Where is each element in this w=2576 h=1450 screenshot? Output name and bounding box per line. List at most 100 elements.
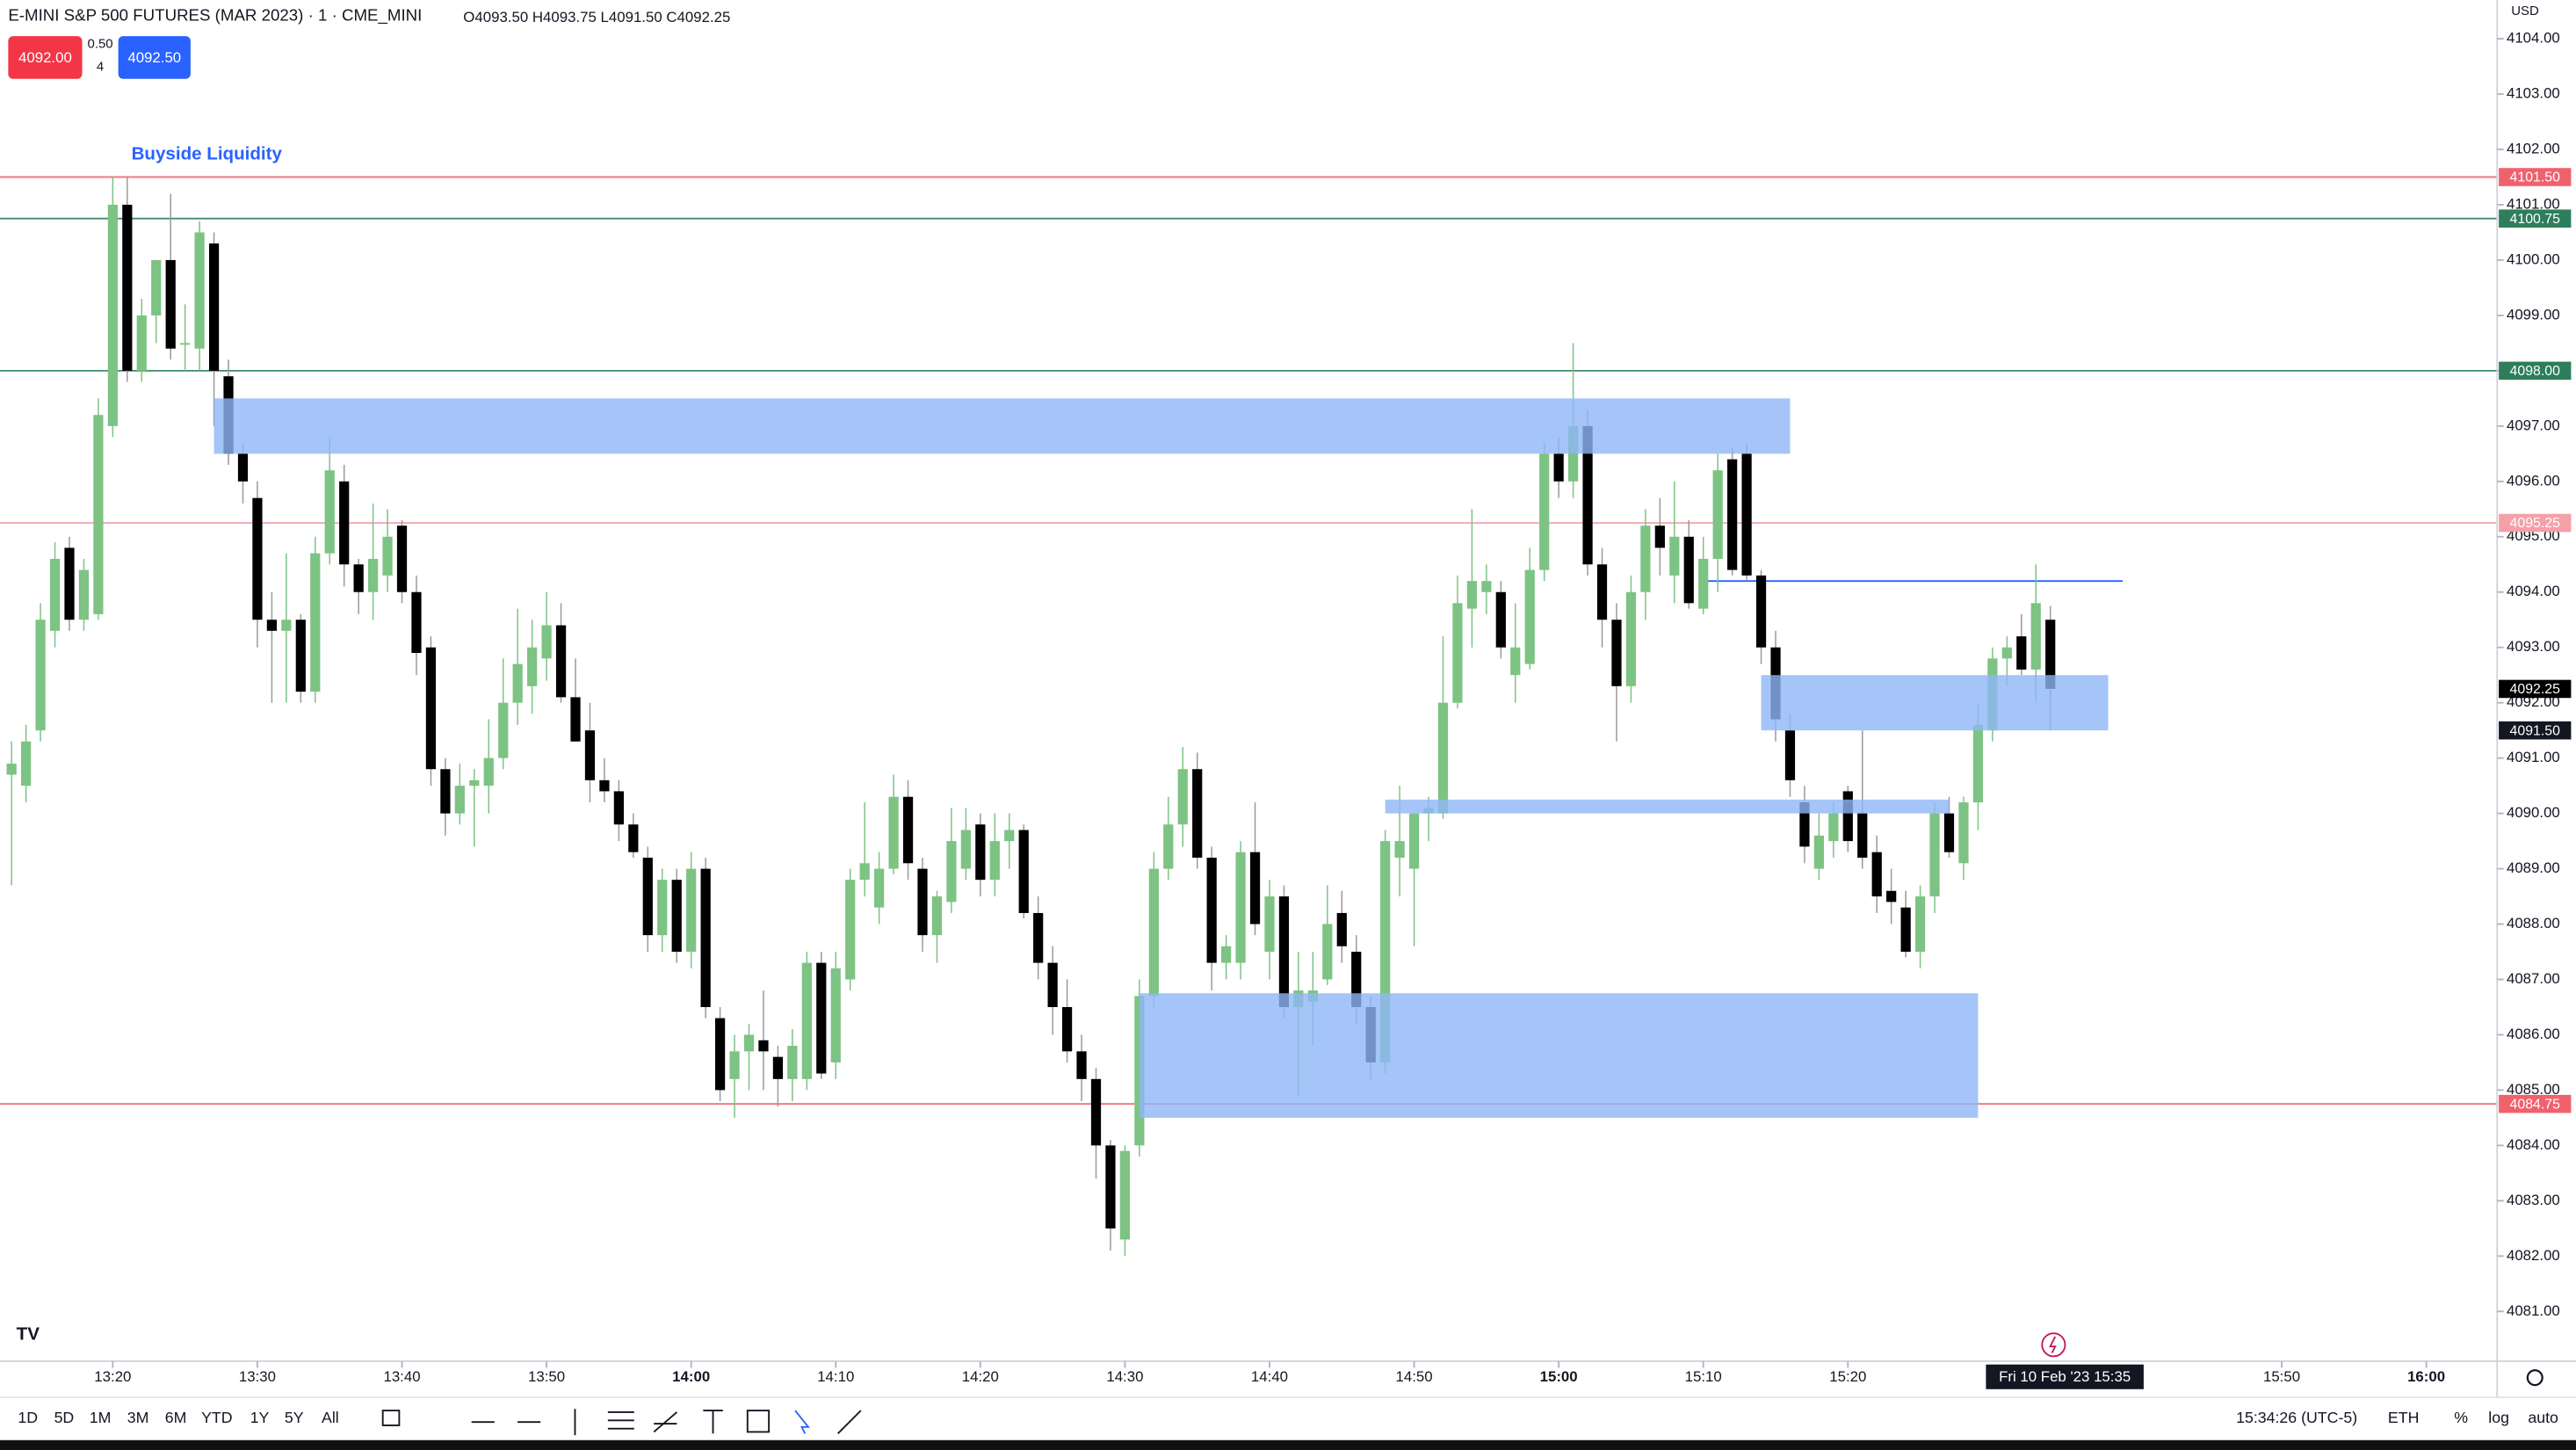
tool-icon[interactable] bbox=[794, 1410, 810, 1434]
price-label-box bbox=[2499, 209, 2572, 228]
candle-body bbox=[324, 470, 335, 554]
candle-body bbox=[1727, 459, 1738, 570]
candle-body bbox=[252, 497, 263, 620]
tool-icon[interactable] bbox=[653, 1411, 678, 1433]
candle-body bbox=[64, 547, 75, 620]
candle-body bbox=[1018, 830, 1029, 913]
clock[interactable]: 15:34:26 (UTC-5) bbox=[2236, 1409, 2357, 1426]
candle-body bbox=[1351, 952, 1362, 1007]
timeframe-button[interactable]: 1D bbox=[18, 1409, 38, 1426]
tool-icon[interactable] bbox=[746, 1410, 771, 1433]
candle-body bbox=[237, 453, 249, 482]
timeframe-button[interactable]: YTD bbox=[201, 1409, 232, 1426]
bottom-toolbar: 1D 5D 1M 3M 6M YTD 1Y 5Y All 15:34:26 (UTC-5) ETH%… bbox=[18, 1409, 2558, 1426]
session[interactable]: ETH bbox=[2388, 1409, 2419, 1426]
x-tick-label: 15:20 bbox=[1829, 1368, 1866, 1385]
candle-body bbox=[266, 620, 278, 631]
x-tick-label: 13:20 bbox=[94, 1368, 131, 1385]
timeframe-button[interactable]: 1M bbox=[90, 1409, 112, 1426]
y-tick-label: 4084.00 bbox=[2507, 1136, 2560, 1153]
price-label: 4100.75 bbox=[2510, 212, 2561, 227]
candle-body bbox=[35, 620, 46, 731]
candle-body bbox=[830, 968, 841, 1062]
timeframe-button[interactable]: 5D bbox=[54, 1409, 75, 1426]
x-tick-label: 14:00 bbox=[672, 1368, 710, 1385]
timeframe-button[interactable]: All bbox=[322, 1409, 339, 1426]
tool-icon[interactable] bbox=[703, 1410, 723, 1434]
candle-body bbox=[714, 1018, 726, 1091]
timeframe-button[interactable]: 1Y bbox=[250, 1409, 270, 1426]
timeframe-button[interactable]: 6M bbox=[165, 1409, 187, 1426]
zone bbox=[1761, 675, 2109, 731]
y-tick-label: 4088.00 bbox=[2507, 915, 2560, 932]
candle-body bbox=[1061, 1006, 1073, 1052]
tool-icon[interactable] bbox=[836, 1410, 862, 1434]
x-tick-label: 14:40 bbox=[1251, 1368, 1288, 1385]
candle-body bbox=[2045, 620, 2056, 689]
tool-icon[interactable] bbox=[381, 1410, 401, 1426]
candle-body bbox=[1582, 425, 1593, 565]
candle-body bbox=[1972, 724, 1984, 803]
x-tick-label: 15:50 bbox=[2263, 1368, 2300, 1385]
candle-body bbox=[1712, 470, 1723, 559]
candle-body bbox=[1828, 813, 1839, 842]
candle-body bbox=[743, 1034, 755, 1052]
candle-body bbox=[411, 591, 422, 654]
plot-area bbox=[0, 176, 2498, 1257]
candle-body bbox=[382, 536, 393, 576]
candle-body bbox=[989, 841, 1000, 881]
candle-body bbox=[498, 702, 509, 758]
timeframe-button[interactable]: 5Y bbox=[285, 1409, 304, 1426]
spread-count: 4 bbox=[97, 60, 104, 75]
buy-price[interactable]: 4092.50 bbox=[127, 49, 181, 66]
candle-body bbox=[931, 896, 943, 936]
annotation: Buyside Liquidity bbox=[132, 143, 283, 163]
candle-body bbox=[1004, 830, 1015, 842]
scale-option[interactable]: log bbox=[2488, 1409, 2509, 1426]
y-tick-label: 4091.00 bbox=[2507, 749, 2560, 765]
candle-body bbox=[845, 880, 856, 980]
x-tick-label: 16:00 bbox=[2407, 1368, 2445, 1385]
scale-option[interactable]: auto bbox=[2528, 1409, 2558, 1426]
candle-body bbox=[165, 259, 176, 349]
x-tick-label: 15:10 bbox=[1685, 1368, 1722, 1385]
candle-body bbox=[78, 569, 90, 620]
candle-body bbox=[975, 824, 986, 881]
candle-body bbox=[1958, 802, 1969, 864]
candle-body bbox=[136, 315, 147, 371]
logo[interactable]: TV bbox=[17, 1323, 40, 1344]
candle-body bbox=[541, 625, 552, 659]
candle-body bbox=[367, 558, 379, 592]
y-tick-label: 4081.00 bbox=[2507, 1302, 2560, 1319]
candle-body bbox=[512, 663, 523, 703]
settings-icon[interactable] bbox=[2526, 1369, 2543, 1387]
sell-price[interactable]: 4092.00 bbox=[18, 49, 72, 66]
scale-option[interactable]: % bbox=[2454, 1409, 2468, 1426]
tool-icon[interactable] bbox=[607, 1411, 634, 1430]
candle-body bbox=[555, 625, 567, 698]
candle-body bbox=[208, 243, 220, 371]
y-tick-label: 4085.00 bbox=[2507, 1081, 2560, 1098]
candle-body bbox=[1336, 912, 1347, 946]
event-icon[interactable] bbox=[2041, 1332, 2066, 1358]
candle-body bbox=[1900, 907, 1911, 953]
candle-body bbox=[339, 481, 350, 565]
sell-button[interactable] bbox=[8, 36, 83, 79]
timeframe-button[interactable]: 3M bbox=[127, 1409, 149, 1426]
candle-body bbox=[1510, 647, 1521, 676]
candle-body bbox=[628, 824, 639, 852]
y-tick-label: 4082.00 bbox=[2507, 1247, 2560, 1264]
buy-button[interactable] bbox=[118, 36, 191, 79]
candle-body bbox=[960, 830, 971, 869]
zone bbox=[1385, 799, 1950, 814]
candle-body bbox=[1235, 852, 1246, 963]
candle-body bbox=[1047, 962, 1058, 1007]
candle-body bbox=[2001, 647, 2012, 659]
candle-body bbox=[1134, 996, 1145, 1146]
currency[interactable]: USD bbox=[2511, 4, 2539, 18]
y-tick-label: 4096.00 bbox=[2507, 472, 2560, 489]
candle-body bbox=[1076, 1051, 1087, 1079]
candle-body bbox=[1553, 453, 1564, 482]
